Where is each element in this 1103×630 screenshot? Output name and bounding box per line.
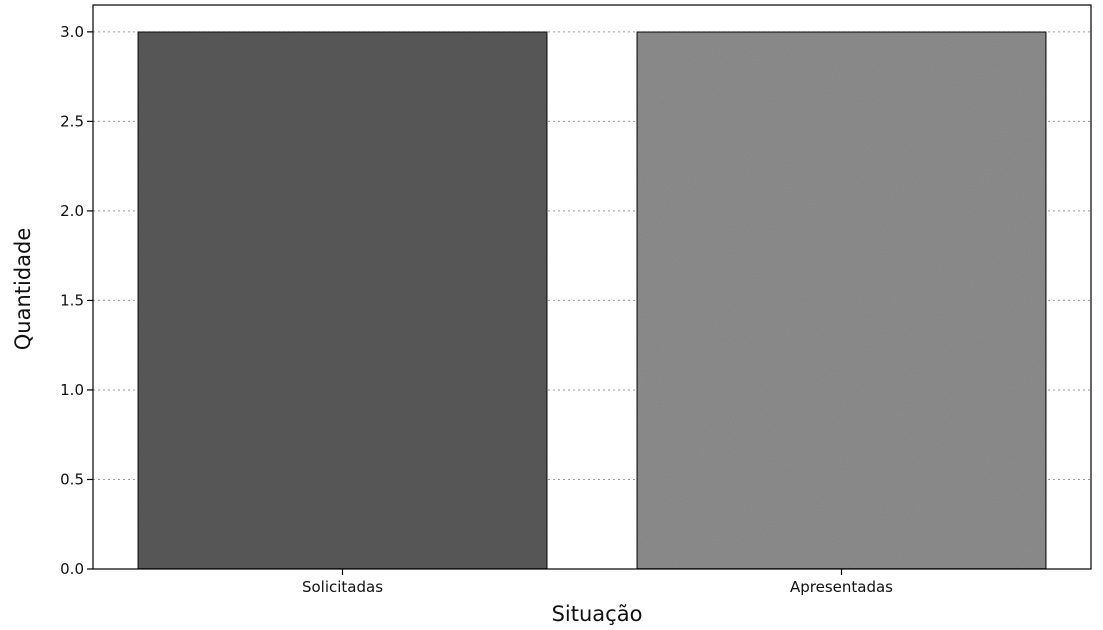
x-tick-label: Apresentadas	[790, 578, 893, 596]
y-axis-label: Quantidade	[11, 228, 35, 351]
x-axis-label: Situação	[552, 602, 643, 626]
y-tick-label: 2.5	[60, 112, 84, 130]
y-tick-label: 2.0	[60, 202, 84, 220]
y-tick-label: 1.5	[60, 291, 84, 309]
x-tick-label: Solicitadas	[302, 578, 383, 596]
y-tick-label: 0.5	[60, 470, 84, 488]
y-tick-label: 1.0	[60, 381, 84, 399]
plot-frame	[92, 4, 1092, 570]
y-tick-label: 3.0	[60, 23, 84, 41]
y-ticks: 0.0 0.5 1.0 1.5 2.0 2.5 3.0	[60, 23, 93, 578]
bar-apresentadas	[636, 31, 1047, 570]
x-ticks: Solicitadas Apresentadas	[302, 569, 893, 596]
bars	[137, 31, 1047, 570]
y-tick-label: 0.0	[60, 560, 84, 578]
bar-solicitadas	[137, 31, 548, 570]
